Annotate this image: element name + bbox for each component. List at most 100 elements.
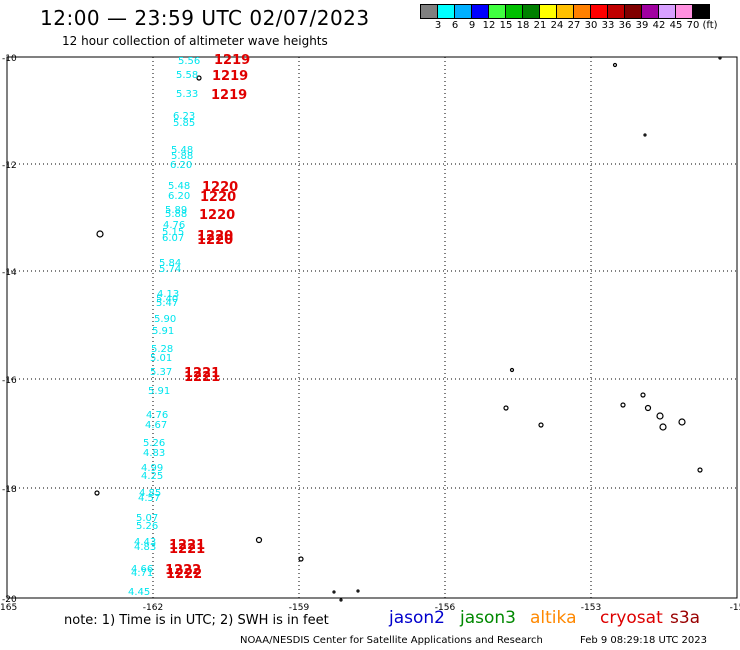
time-label: 1220 — [199, 208, 235, 223]
time-label: 1221 — [184, 370, 220, 385]
island-outline — [509, 367, 515, 373]
wave-height-value: 6.23 — [173, 111, 195, 122]
longitude-label: -153 — [581, 603, 601, 613]
color-scale-tick: 45 — [669, 20, 683, 31]
axis-labels: -10 -12 -14 -16 -18 -20-165 -162 -159 -156 -153 -1… — [0, 54, 740, 613]
longitude-label: -159 — [289, 603, 310, 613]
wave-height-value: 5.47 — [156, 298, 178, 309]
time-label: 1222 — [165, 563, 201, 578]
island-outline — [718, 56, 722, 60]
wave-height-value: 5.89 — [165, 205, 187, 216]
wave-height-value: 5.26 — [143, 438, 165, 449]
wave-height-values: 5.565.585.336.235.855.485.886.205.486.20… — [128, 56, 200, 598]
wave-height-value: 6.20 — [168, 191, 190, 202]
wave-height-value: 5.40 — [156, 294, 178, 305]
wave-height-value: 4.66 — [131, 564, 153, 575]
wave-height-value: 4.43 — [134, 537, 156, 548]
time-label: 1219 — [214, 53, 250, 68]
wave-height-value: 5.01 — [150, 353, 172, 364]
time-label: 1220 — [200, 190, 236, 205]
island-outline — [96, 230, 104, 238]
map-subtitle: 12 hour collection of altimeter wave hei… — [62, 34, 328, 48]
island-outline — [697, 467, 703, 473]
credit-line: NOAA/NESDIS Center for Satellite Applica… — [240, 635, 543, 646]
wave-height-value: 4.67 — [145, 420, 167, 431]
latitude-label: -14 — [2, 268, 17, 278]
wave-height-value: 4.25 — [141, 471, 163, 482]
island-outlines — [94, 56, 722, 602]
wave-height-value: 5.88 — [171, 151, 193, 162]
wave-height-value: 6.07 — [162, 233, 184, 244]
island-outline — [644, 404, 652, 412]
wave-height-value: 4.85 — [139, 488, 161, 499]
color-scale-tick: 6 — [451, 20, 459, 31]
satellite-legend-altika: altika — [530, 608, 577, 628]
color-swatch — [692, 4, 710, 19]
time-label: 1219 — [212, 69, 248, 84]
color-scale-ticks: 3 6 9 12 15 18 21 24 27 30 33 36 39 42 45 70 (ft) — [421, 20, 740, 34]
wave-height-value: 5.28 — [151, 344, 173, 355]
color-scale-tick: 15 — [499, 20, 513, 31]
island-outline — [339, 598, 343, 602]
satellite-legend-s3a: s3a — [670, 608, 701, 628]
longitude-label: -165 — [0, 603, 17, 613]
wave-height-value: 5.37 — [150, 367, 172, 378]
wave-height-value: 5.91 — [148, 386, 170, 397]
island-outline — [356, 589, 360, 593]
color-scale-tick: 36 — [618, 20, 632, 31]
color-scale-tick: 42 — [652, 20, 666, 31]
color-scale-tick: 33 — [601, 20, 615, 31]
wave-height-value: 5.56 — [178, 56, 200, 67]
island-outline — [332, 590, 336, 594]
map-frame — [6, 56, 738, 599]
island-outline — [620, 402, 626, 408]
color-scale-tick: 18 — [516, 20, 530, 31]
longitude-label: -15 — [730, 603, 740, 613]
color-scale-bar — [420, 4, 710, 19]
wave-height-value: 5.15 — [162, 227, 184, 238]
color-scale-tick: 30 — [584, 20, 598, 31]
satellite-legend-jason3: jason3 — [460, 608, 516, 628]
wave-height-value: 5.84 — [159, 258, 181, 269]
satellite-legend-cryosat: cryosat — [600, 608, 663, 628]
wave-height-value: 4.71 — [131, 568, 153, 579]
color-scale-tick: 3 — [434, 20, 442, 31]
wave-height-value: 4.83 — [143, 448, 165, 459]
wave-height-value: 4.99 — [141, 463, 163, 474]
latitude-label: -18 — [2, 485, 17, 495]
island-outline — [656, 412, 664, 420]
island-outline — [298, 556, 304, 562]
wave-height-value: 5.90 — [154, 314, 176, 325]
time-label: 1219 — [211, 88, 247, 103]
island-outline — [659, 423, 667, 431]
wave-height-value: 5.85 — [173, 118, 195, 129]
wave-height-value: 5.74 — [159, 264, 181, 275]
wave-height-value: 4.76 — [163, 220, 185, 231]
time-label: 1221 — [169, 538, 205, 553]
wave-height-value: 5.91 — [152, 326, 174, 337]
island-outline — [94, 490, 100, 496]
longitude-label: -162 — [143, 603, 163, 613]
color-scale-tick: 24 — [550, 20, 564, 31]
color-scale-tick: (ft) — [702, 20, 718, 31]
footnote: note: 1) Time is in UTC; 2) SWH is in fe… — [64, 613, 329, 628]
wave-height-value: 4.45 — [128, 587, 150, 598]
wave-height-value: 6.20 — [170, 160, 192, 171]
longitude-label: -156 — [435, 603, 456, 613]
wave-height-value: 4.13 — [157, 289, 179, 300]
island-outline — [612, 62, 618, 68]
island-outline — [678, 418, 686, 426]
color-scale-tick: 12 — [482, 20, 496, 31]
island-outline — [503, 405, 509, 411]
wave-height-value: 5.33 — [176, 89, 198, 100]
satellite-legend-jason2: jason2 — [389, 608, 445, 628]
wave-height-value: 4.83 — [134, 542, 156, 553]
latitude-label: -12 — [2, 161, 17, 171]
island-outline — [538, 422, 544, 428]
wave-height-value: 5.07 — [136, 513, 158, 524]
map-title: 12:00 — 23:59 UTC 02/07/2023 — [40, 6, 370, 30]
island-outline — [255, 536, 263, 544]
wave-height-value: 5.48 — [171, 145, 193, 156]
wave-height-value: 5.88 — [165, 209, 187, 220]
